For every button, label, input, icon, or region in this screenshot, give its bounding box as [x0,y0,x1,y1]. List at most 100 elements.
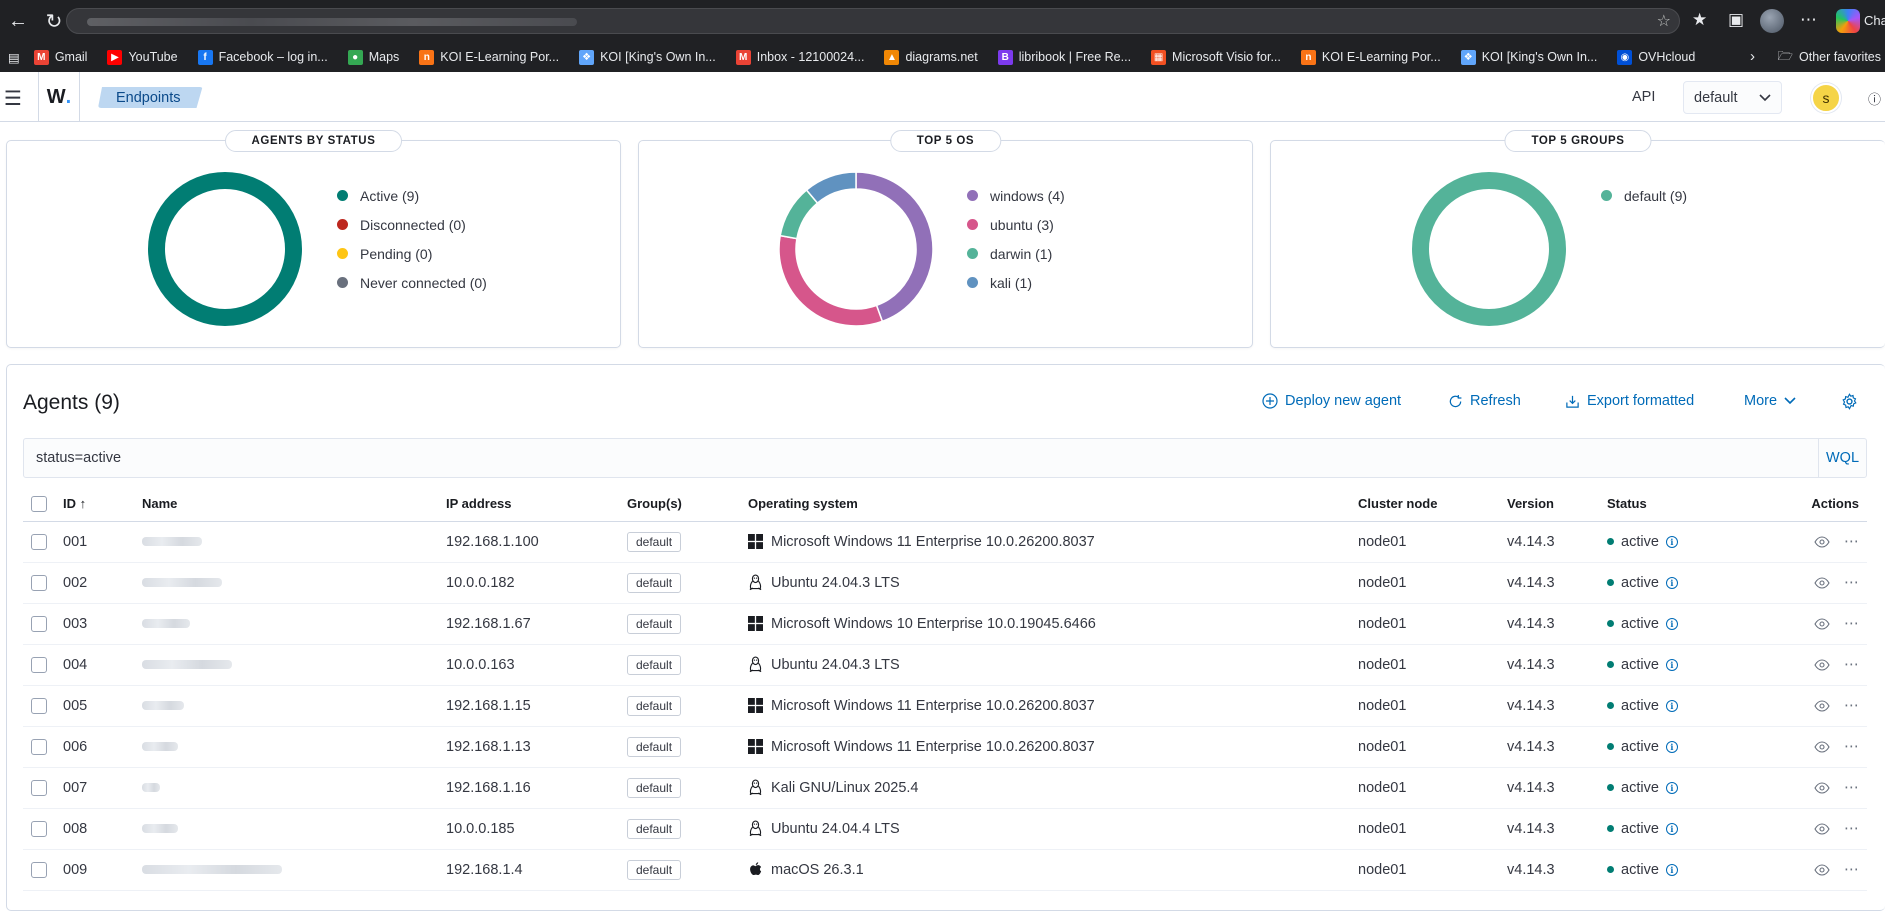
column-cluster-node[interactable]: Cluster node [1358,487,1507,522]
legend-item[interactable]: darwin (1) [967,239,1065,268]
info-icon[interactable]: i [1665,658,1678,671]
tenant-selector[interactable]: default [1683,81,1782,114]
view-eye-icon[interactable] [1814,535,1830,548]
more-actions-icon[interactable]: ⋯ [1844,573,1859,591]
bookmark-item[interactable]: M Gmail [24,42,98,72]
legend-item[interactable]: default (9) [1601,181,1687,210]
more-actions-icon[interactable]: ⋯ [1844,614,1859,632]
table-settings-button[interactable] [1841,393,1858,410]
info-icon[interactable]: i [1665,576,1678,589]
reading-list-icon[interactable]: ▤ [8,50,20,65]
row-checkbox[interactable] [31,820,47,837]
donut-slice-kali[interactable] [805,171,857,205]
api-link[interactable]: API [1632,89,1656,105]
group-badge[interactable]: default [627,818,682,839]
wql-toggle-button[interactable]: WQL [1818,439,1866,477]
more-actions-icon[interactable]: ⋯ [1844,778,1859,796]
info-icon[interactable]: i [1665,617,1678,630]
info-icon[interactable]: i [1665,863,1678,876]
agent-name[interactable] [142,849,446,891]
bookmarks-overflow-chevron-icon[interactable]: › [1750,48,1755,65]
legend-item[interactable]: windows (4) [967,181,1065,210]
bookmark-item[interactable]: ❖ KOI [King's Own In... [569,42,726,72]
browser-profile-avatar[interactable] [1760,9,1784,33]
table-row[interactable]: 002 10.0.0.182 default Ubuntu 24.04.3 LTS no… [23,562,1867,604]
table-row[interactable]: 004 10.0.0.163 default Ubuntu 24.04.3 LTS no… [23,644,1867,686]
legend-item[interactable]: Never connected (0) [337,268,487,297]
group-badge[interactable]: default [627,777,682,798]
breadcrumb-endpoints[interactable]: Endpoints [98,87,203,108]
agent-name[interactable] [142,562,446,604]
more-actions-icon[interactable]: ⋯ [1844,819,1859,837]
agent-name[interactable] [142,685,446,727]
bookmark-item[interactable]: ❖ KOI [King's Own In... [1451,42,1608,72]
agent-name[interactable] [142,521,446,563]
donut-slice-ubuntu[interactable] [778,234,884,327]
more-dropdown-button[interactable]: More [1744,393,1796,409]
bookmark-item[interactable]: ● Maps [338,42,410,72]
reload-icon[interactable]: ↻ [45,10,63,33]
copilot-icon[interactable] [1836,9,1860,33]
row-checkbox[interactable] [31,615,47,632]
more-actions-icon[interactable]: ⋯ [1844,860,1859,878]
group-badge[interactable]: default [627,572,682,593]
view-eye-icon[interactable] [1814,658,1830,671]
legend-item[interactable]: Disconnected (0) [337,210,487,239]
table-row[interactable]: 007 192.168.1.16 default Kali GNU/Linux 202… [23,767,1867,809]
bookmark-item[interactable]: ◉ OVHcloud [1607,42,1705,72]
copilot-label[interactable]: Cha [1864,13,1885,28]
info-icon[interactable]: i [1665,781,1678,794]
view-eye-icon[interactable] [1814,740,1830,753]
bookmark-item[interactable]: n KOI E-Learning Por... [409,42,569,72]
agent-id[interactable]: 001 [63,521,142,563]
refresh-button[interactable]: Refresh [1448,393,1521,409]
column-name[interactable]: Name [142,487,446,522]
group-badge[interactable]: default [627,695,682,716]
info-icon[interactable]: i [1665,535,1678,548]
group-badge[interactable]: default [627,531,682,552]
donut-slice-active[interactable] [148,172,302,326]
more-actions-icon[interactable]: ⋯ [1844,655,1859,673]
row-checkbox[interactable] [31,861,47,878]
row-checkbox[interactable] [31,779,47,796]
export-formatted-button[interactable]: Export formatted [1565,393,1694,409]
agent-id[interactable]: 005 [63,685,142,727]
agent-id[interactable]: 004 [63,644,142,686]
address-bar[interactable]: ☆ [66,8,1680,34]
more-actions-icon[interactable]: ⋯ [1844,737,1859,755]
wazuh-logo[interactable]: W. [38,72,80,122]
view-eye-icon[interactable] [1814,863,1830,876]
group-badge[interactable]: default [627,859,682,880]
more-menu-icon[interactable]: ⋯ [1800,10,1817,29]
legend-item[interactable]: Pending (0) [337,239,487,268]
info-icon[interactable]: i [1665,740,1678,753]
collections-icon[interactable]: ▣ [1728,10,1745,29]
row-checkbox[interactable] [31,533,47,550]
legend-item[interactable]: kali (1) [967,268,1065,297]
agent-name[interactable] [142,644,446,686]
view-eye-icon[interactable] [1814,576,1830,589]
view-eye-icon[interactable] [1814,699,1830,712]
group-badge[interactable]: default [627,654,682,675]
table-row[interactable]: 001 192.168.1.100 default Microsoft Windows… [23,521,1867,563]
agent-id[interactable]: 007 [63,767,142,809]
column-groups[interactable]: Group(s) [627,487,748,522]
column-status[interactable]: Status [1607,487,1767,522]
group-badge[interactable]: default [627,736,682,757]
row-checkbox[interactable] [31,656,47,673]
row-checkbox[interactable] [31,697,47,714]
agent-name[interactable] [142,767,446,809]
table-row[interactable]: 009 192.168.1.4 default macOS 26.3.1 node01 v… [23,849,1867,891]
group-badge[interactable]: default [627,613,682,634]
column-version[interactable]: Version [1507,487,1607,522]
hamburger-menu-icon[interactable]: ☰ [4,88,22,110]
table-row[interactable]: 003 192.168.1.67 default Microsoft Windows … [23,603,1867,645]
bookmark-item[interactable]: M Inbox - 12100024... [726,42,875,72]
view-eye-icon[interactable] [1814,617,1830,630]
deploy-new-agent-button[interactable]: Deploy new agent [1262,393,1401,409]
favorites-icon[interactable]: ★ [1692,10,1708,29]
wql-search-input[interactable] [24,439,1814,477]
column-os[interactable]: Operating system [748,487,1358,522]
row-checkbox[interactable] [31,574,47,591]
